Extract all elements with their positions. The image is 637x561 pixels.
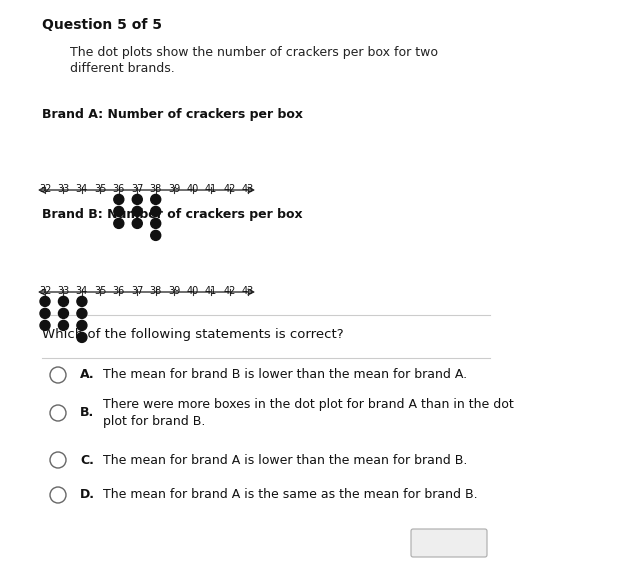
Circle shape [114, 195, 124, 204]
Text: 40: 40 [187, 286, 199, 296]
Circle shape [132, 218, 142, 228]
Circle shape [77, 320, 87, 330]
Text: Brand A: Number of crackers per box: Brand A: Number of crackers per box [42, 108, 303, 121]
Text: 41: 41 [205, 184, 217, 194]
Text: 37: 37 [131, 184, 143, 194]
Text: The mean for brand B is lower than the mean for brand A.: The mean for brand B is lower than the m… [103, 369, 467, 381]
Circle shape [77, 296, 87, 306]
Text: SUBMIT: SUBMIT [425, 538, 473, 548]
Text: different brands.: different brands. [70, 62, 175, 75]
Circle shape [151, 206, 161, 217]
Text: 39: 39 [168, 184, 180, 194]
Circle shape [77, 309, 87, 319]
Text: 34: 34 [76, 184, 88, 194]
Text: 37: 37 [131, 286, 143, 296]
Text: 43: 43 [242, 184, 254, 194]
Circle shape [132, 195, 142, 204]
Text: 42: 42 [224, 184, 236, 194]
Text: 38: 38 [150, 184, 162, 194]
Text: The mean for brand A is lower than the mean for brand B.: The mean for brand A is lower than the m… [103, 453, 468, 467]
Text: B.: B. [80, 407, 94, 420]
Text: The mean for brand A is the same as the mean for brand B.: The mean for brand A is the same as the … [103, 489, 478, 502]
Text: 40: 40 [187, 184, 199, 194]
Circle shape [40, 320, 50, 330]
Text: 35: 35 [94, 184, 106, 194]
Circle shape [59, 309, 68, 319]
Circle shape [59, 296, 68, 306]
Circle shape [114, 218, 124, 228]
Text: 35: 35 [94, 286, 106, 296]
Circle shape [59, 320, 68, 330]
Text: Question 5 of 5: Question 5 of 5 [42, 18, 162, 32]
Text: Which of the following statements is correct?: Which of the following statements is cor… [42, 328, 343, 341]
Circle shape [151, 231, 161, 241]
Circle shape [40, 296, 50, 306]
Text: 32: 32 [39, 286, 51, 296]
Circle shape [151, 195, 161, 204]
Text: 41: 41 [205, 286, 217, 296]
Circle shape [77, 333, 87, 342]
Text: 38: 38 [150, 286, 162, 296]
Text: 42: 42 [224, 286, 236, 296]
Text: 33: 33 [57, 184, 69, 194]
Text: Brand B: Number of crackers per box: Brand B: Number of crackers per box [42, 208, 303, 221]
Text: 36: 36 [113, 286, 125, 296]
Text: 43: 43 [242, 286, 254, 296]
Text: 39: 39 [168, 286, 180, 296]
FancyBboxPatch shape [411, 529, 487, 557]
Text: 33: 33 [57, 286, 69, 296]
Text: 32: 32 [39, 184, 51, 194]
Circle shape [151, 218, 161, 228]
Text: C.: C. [80, 453, 94, 467]
Text: D.: D. [80, 489, 95, 502]
Circle shape [40, 309, 50, 319]
Text: The dot plots show the number of crackers per box for two: The dot plots show the number of cracker… [70, 46, 438, 59]
Text: A.: A. [80, 369, 95, 381]
Text: There were more boxes in the dot plot for brand A than in the dot
plot for brand: There were more boxes in the dot plot fo… [103, 398, 514, 428]
Text: 36: 36 [113, 184, 125, 194]
Text: 34: 34 [76, 286, 88, 296]
Circle shape [114, 206, 124, 217]
Circle shape [132, 206, 142, 217]
